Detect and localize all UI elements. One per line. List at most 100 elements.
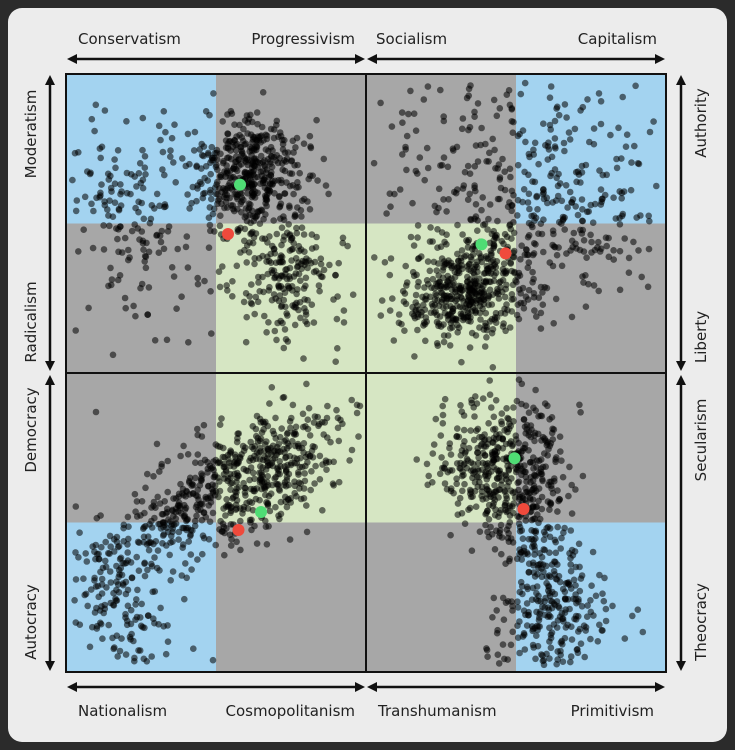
data-point [224,287,231,294]
data-point [258,123,266,131]
data-point [250,445,257,453]
label-theocracy: Theocracy [692,583,710,662]
data-point [127,559,135,566]
data-point [613,164,621,172]
data-point [524,199,532,206]
data-point [525,286,533,294]
data-point [550,320,557,327]
data-point [518,380,526,388]
data-point [279,394,287,402]
data-point [326,261,333,269]
data-point [189,490,197,497]
data-point [522,488,530,496]
data-point [315,422,322,430]
data-point [262,523,270,530]
data-point [531,551,538,558]
data-point [205,244,213,251]
data-point [507,438,515,445]
data-point [229,278,236,285]
data-point [540,186,547,194]
data-point [514,161,522,169]
data-point [458,247,466,254]
data-point [427,224,434,231]
data-point [138,280,146,288]
data-point [251,310,258,318]
data-point [101,107,109,114]
data-point [255,450,263,457]
data-point [553,598,561,605]
data-point [472,290,479,298]
data-point [216,185,223,192]
data-point [516,649,523,657]
data-point [87,586,95,593]
data-point [304,264,311,272]
data-point [490,243,498,250]
data-point [530,290,538,297]
data-point [107,264,114,272]
data-point [490,426,497,433]
data-point [72,207,80,215]
data-point [435,322,442,330]
data-point [622,143,630,150]
data-point [533,313,540,320]
data-point [292,144,299,151]
data-point [513,278,520,286]
data-point [339,420,346,428]
data-point [90,207,97,215]
data-point [148,653,155,660]
data-point [514,604,522,611]
data-point [503,301,510,308]
data-point [491,146,498,154]
data-point [476,324,483,331]
data-point [123,559,130,567]
data-point [262,194,270,201]
data-point [496,431,503,438]
data-point [564,204,571,211]
data-point [524,585,531,593]
data-point [496,174,504,181]
data-point [597,98,605,105]
data-point [106,550,113,557]
data-point [271,177,279,185]
data-point [508,308,516,315]
data-point [525,219,533,227]
data-point [187,551,195,558]
data-point [539,289,546,296]
data-point [440,338,448,346]
data-point [141,153,149,160]
data-point [494,217,501,225]
data-point [278,302,286,310]
data-point [135,208,142,216]
data-point [275,133,282,141]
data-point [564,596,572,603]
data-point [578,572,586,579]
data-point [294,263,302,270]
data-point [528,516,536,524]
data-point [561,101,569,108]
label-socialism: Socialism [376,30,447,48]
data-point [430,441,438,448]
data-point [488,250,495,257]
data-point [171,121,178,128]
data-point [106,197,113,204]
data-point [508,475,515,482]
data-point [460,182,468,189]
data-point [483,462,491,470]
data-point [525,171,532,179]
data-point [498,418,505,425]
data-point [247,438,254,446]
data-point [521,462,528,469]
data-point [457,452,465,459]
data-point [625,254,633,262]
data-point [263,541,271,548]
data-point [266,507,274,515]
data-point [616,286,624,294]
data-point [281,463,288,470]
data-point [485,420,492,427]
data-point [506,199,513,206]
data-point [502,440,510,448]
data-point [277,510,285,518]
data-point [524,264,532,272]
data-point [514,212,521,219]
data-point [111,199,119,206]
